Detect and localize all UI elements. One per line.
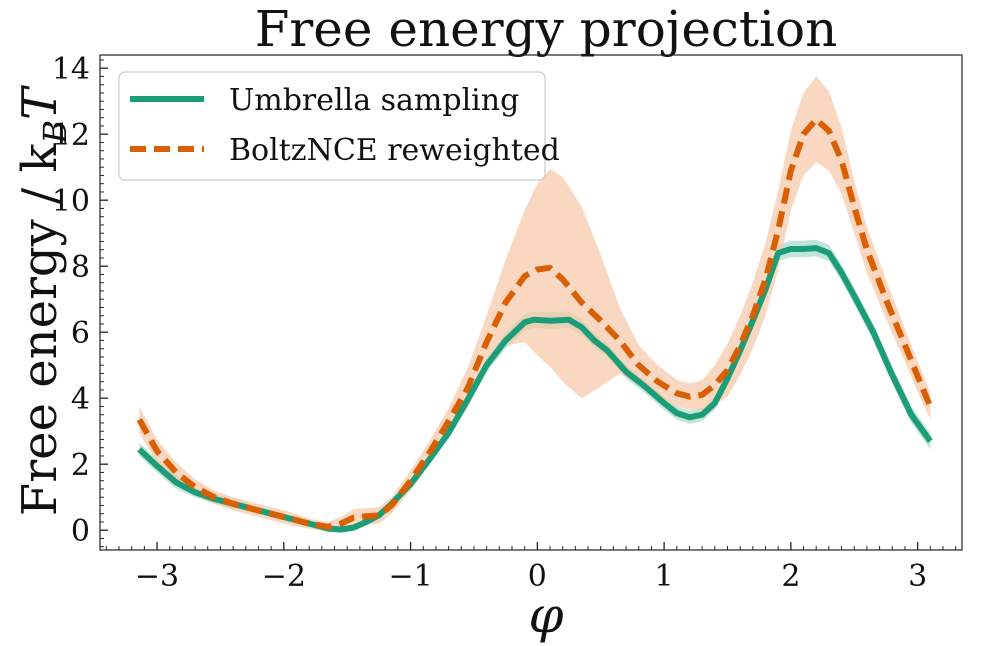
legend-box xyxy=(118,71,546,181)
x-tick-label: 1 xyxy=(655,559,674,594)
x-axis-label: φ xyxy=(528,586,563,644)
y-axis-label-tail: T xyxy=(12,85,68,120)
x-tick-label: −1 xyxy=(388,559,432,594)
y-tick-label: 10 xyxy=(52,184,90,219)
x-tick-label: 0 xyxy=(528,559,547,594)
series-line-boltznce xyxy=(136,116,934,530)
y-tick-label: 4 xyxy=(71,382,90,417)
legend-label-boltznce: BoltzNCE reweighted xyxy=(229,133,560,168)
y-tick-label: 8 xyxy=(71,250,90,285)
x-tick-label: 3 xyxy=(908,559,927,594)
plot-frame xyxy=(99,54,963,551)
x-axis-ticks: −3 −2 −1 0 1 2 3 xyxy=(105,542,957,594)
y-tick-label: 2 xyxy=(71,448,90,483)
x-tick-label: −2 xyxy=(262,559,306,594)
x-tick-label: −3 xyxy=(135,559,179,594)
x-tick-label: 2 xyxy=(781,559,800,594)
chart-title: Free energy projection xyxy=(255,0,838,58)
legend: Umbrella sampling BoltzNCE reweighted xyxy=(118,71,560,181)
y-tick-label: 14 xyxy=(52,52,90,87)
y-axis-ticks: 0 2 4 6 8 10 12 14 xyxy=(52,52,108,549)
y-axis-label: Free energy / kBT xyxy=(12,85,74,516)
y-tick-label: 12 xyxy=(52,118,90,153)
legend-label-umbrella: Umbrella sampling xyxy=(229,83,519,118)
series-lines xyxy=(136,116,934,533)
error-band-boltznce xyxy=(139,76,931,532)
y-axis-label-sub: B xyxy=(36,120,74,145)
y-tick-label: 6 xyxy=(71,316,90,351)
y-tick-label: 0 xyxy=(71,514,90,549)
y-axis-label-main: Free energy / k xyxy=(12,143,68,517)
error-bands xyxy=(139,76,931,533)
